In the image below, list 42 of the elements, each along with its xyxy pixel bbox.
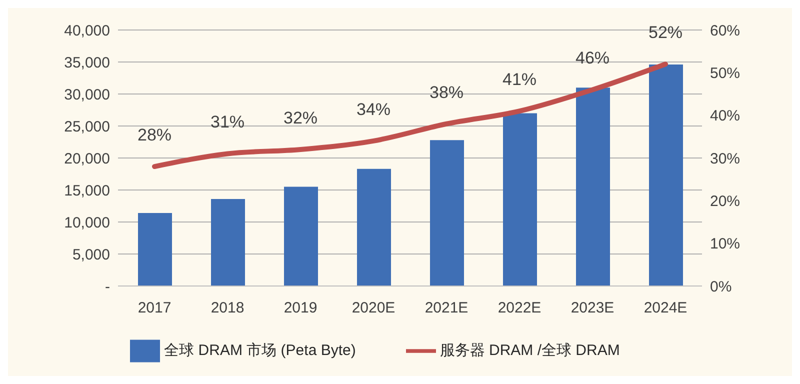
legend-label: 全球 DRAM 市场 (Peta Byte): [164, 342, 356, 359]
x-tick-label: 2023E: [570, 300, 614, 317]
y2-tick-label: 20%: [710, 192, 740, 210]
y-tick-label: -: [105, 278, 110, 296]
data-label: 32%: [283, 108, 318, 128]
y-tick-label: 30,000: [64, 86, 110, 104]
y-tick-label: 35,000: [64, 54, 110, 72]
y-tick-label: 5,000: [72, 246, 110, 264]
x-tick-label: 2020E: [352, 300, 396, 317]
y-tick-label: 25,000: [64, 118, 110, 136]
y2-tick-label: 50%: [710, 64, 740, 82]
bar: [649, 64, 683, 286]
data-label: 28%: [137, 126, 172, 145]
data-label: 34%: [356, 100, 391, 119]
data-label: 52%: [648, 23, 683, 42]
y2-tick-label: 0%: [710, 278, 732, 296]
y-tick-label: 40,000: [64, 22, 110, 40]
data-label: 38%: [429, 82, 464, 102]
y2-tick-label: 40%: [710, 108, 740, 125]
data-label: 41%: [502, 70, 537, 90]
x-tick-label: 2021E: [424, 300, 468, 317]
x-tick-label: 2018: [210, 300, 244, 317]
x-tick-label: 2024E: [644, 300, 688, 317]
y2-tick-label: 10%: [710, 236, 740, 253]
bar: [138, 213, 172, 286]
data-label: 46%: [575, 48, 610, 68]
bar: [284, 186, 318, 286]
bar: [430, 140, 464, 286]
bar: [211, 198, 245, 286]
x-tick-label: 2022E: [498, 300, 542, 317]
y-tick-label: 10,000: [64, 214, 110, 232]
y-tick-label: 20,000: [64, 150, 110, 168]
y2-tick-label: 60%: [710, 22, 740, 40]
x-tick-label: 2017: [138, 300, 172, 317]
bar: [576, 88, 610, 286]
y-tick-label: 15,000: [64, 182, 110, 200]
bar: [503, 113, 537, 286]
bar: [357, 168, 391, 286]
x-tick-label: 2019: [284, 300, 318, 317]
data-label: 31%: [210, 112, 245, 132]
y2-tick-label: 30%: [710, 150, 740, 168]
legend-label: 服务器 DRAM /全球 DRAM: [440, 342, 620, 359]
